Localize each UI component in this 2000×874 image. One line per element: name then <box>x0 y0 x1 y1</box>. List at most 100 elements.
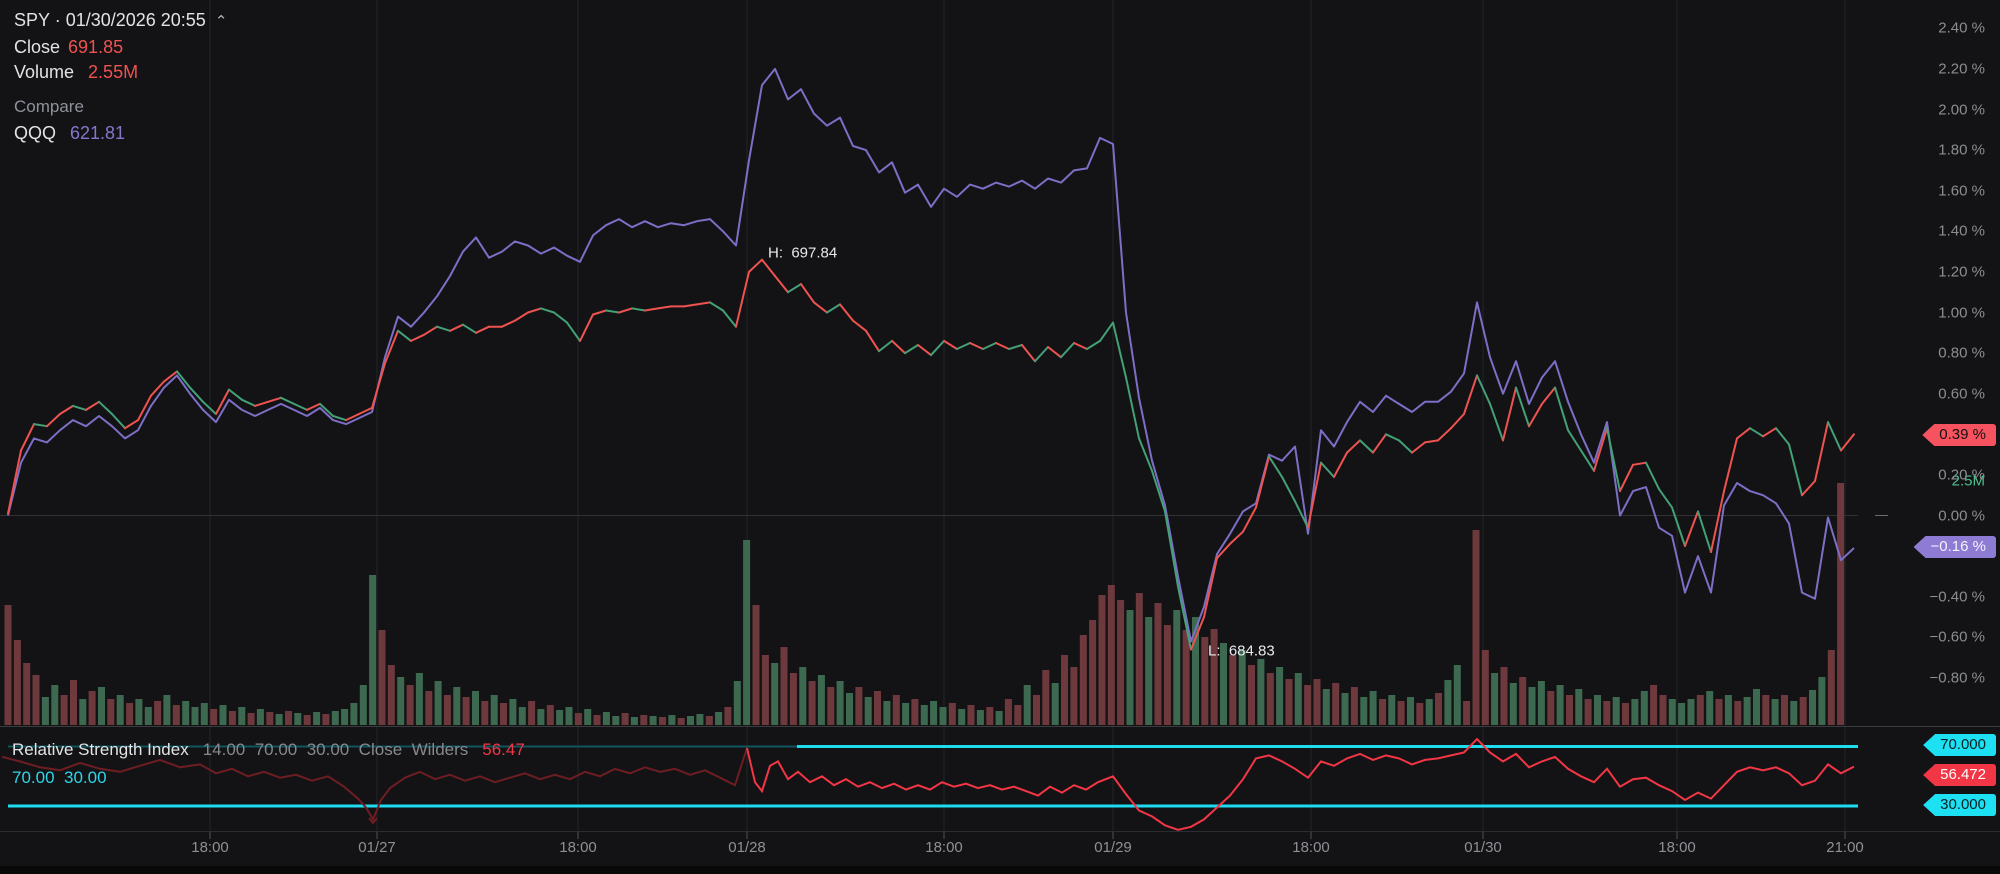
spy-series-segment[interactable] <box>1125 376 1140 440</box>
spy-series-segment[interactable] <box>1385 433 1400 442</box>
spy-series-segment[interactable] <box>332 415 347 422</box>
spy-series-segment[interactable] <box>865 329 880 353</box>
spy-series-segment[interactable] <box>1489 402 1504 442</box>
spy-series-segment[interactable] <box>1151 469 1166 513</box>
spy-series-segment[interactable] <box>124 419 139 430</box>
spy-series-segment[interactable] <box>826 303 841 314</box>
spy-series-segment[interactable] <box>1242 506 1257 533</box>
spy-series-segment[interactable] <box>852 319 867 332</box>
spy-series-segment[interactable] <box>1437 427 1452 442</box>
spy-series-segment[interactable] <box>475 325 490 334</box>
spy-series-segment[interactable] <box>722 309 737 328</box>
spy-series-segment[interactable] <box>1190 616 1205 651</box>
spy-series-segment[interactable] <box>579 313 594 342</box>
spy-series-segment[interactable] <box>917 344 932 357</box>
spy-series-segment[interactable] <box>1788 443 1803 497</box>
spy-series-segment[interactable] <box>540 307 555 314</box>
spy-series-segment[interactable] <box>1697 510 1712 553</box>
spy-series-segment[interactable] <box>1606 427 1621 493</box>
spy-series-segment[interactable] <box>930 339 945 357</box>
spy-series-segment[interactable] <box>1372 433 1387 454</box>
spy-series-segment[interactable] <box>1723 437 1738 493</box>
spy-series-segment[interactable] <box>1216 542 1231 560</box>
spy-series-segment[interactable] <box>527 307 542 314</box>
spy-series-segment[interactable] <box>1840 433 1855 452</box>
spy-series-segment[interactable] <box>384 329 399 365</box>
spy-series-segment[interactable] <box>1164 510 1179 588</box>
spy-series-segment[interactable] <box>1632 461 1647 466</box>
spy-series-segment[interactable] <box>1528 402 1543 428</box>
spy-series-segment[interactable] <box>1658 488 1673 509</box>
spy-series-segment[interactable] <box>1554 386 1569 432</box>
spy-series-segment[interactable] <box>449 323 464 332</box>
spy-series-segment[interactable] <box>592 309 607 316</box>
spy-series-segment[interactable] <box>891 339 906 355</box>
spy-series-segment[interactable] <box>618 307 633 314</box>
spy-series-segment[interactable] <box>111 413 126 430</box>
spy-series-segment[interactable] <box>1684 510 1699 547</box>
spy-series-segment[interactable] <box>1567 429 1582 452</box>
spy-series-segment[interactable] <box>1762 427 1777 438</box>
spy-series-segment[interactable] <box>72 404 87 411</box>
spy-series-segment[interactable] <box>1775 427 1790 446</box>
chevron-up-icon[interactable]: ⌃ <box>214 13 228 30</box>
spy-series-segment[interactable] <box>995 342 1010 350</box>
spy-series-segment[interactable] <box>644 307 659 312</box>
spy-series-segment[interactable] <box>436 325 451 332</box>
spy-series-segment[interactable] <box>1710 490 1725 553</box>
spy-series-segment[interactable] <box>20 423 35 452</box>
spy-series-segment[interactable] <box>1827 421 1842 452</box>
spy-series-segment[interactable] <box>774 275 789 294</box>
spy-series-segment[interactable] <box>982 342 997 350</box>
spy-series-segment[interactable] <box>514 311 529 322</box>
spy-series-segment[interactable] <box>163 370 178 383</box>
spy-series-segment[interactable] <box>1411 441 1426 454</box>
spy-series-segment[interactable] <box>839 303 854 322</box>
spy-series-segment[interactable] <box>85 400 100 411</box>
spy-series-segment[interactable] <box>1060 342 1075 359</box>
spy-series-segment[interactable] <box>98 400 113 415</box>
qqq-series-line[interactable] <box>7 67 1855 643</box>
spy-series-segment[interactable] <box>1814 421 1829 482</box>
spy-series-segment[interactable] <box>696 301 711 306</box>
spy-series-segment[interactable] <box>306 402 321 411</box>
spy-series-segment[interactable] <box>1476 374 1491 405</box>
spy-series-segment[interactable] <box>943 339 958 350</box>
spy-series-segment[interactable] <box>1112 321 1127 379</box>
spy-series-segment[interactable] <box>735 270 750 328</box>
spy-series-segment[interactable] <box>1281 475 1296 503</box>
spy-series-segment[interactable] <box>800 283 815 304</box>
spy-series-segment[interactable] <box>280 396 295 405</box>
spy-series-segment[interactable] <box>1398 439 1413 454</box>
spy-series-segment[interactable] <box>748 258 763 273</box>
spy-series-segment[interactable] <box>1021 344 1036 363</box>
spy-series-segment[interactable] <box>761 258 776 277</box>
spy-series-segment[interactable] <box>202 400 217 415</box>
spy-series-segment[interactable] <box>1749 427 1764 438</box>
spy-series-segment[interactable] <box>1502 386 1517 442</box>
symbol-header[interactable]: SPY · 01/30/2026 20:55 ⌃ <box>14 10 227 31</box>
spy-series-segment[interactable] <box>1593 427 1608 472</box>
spy-series-segment[interactable] <box>1619 463 1634 493</box>
spy-series-segment[interactable] <box>410 333 425 342</box>
spy-series-segment[interactable] <box>1736 427 1751 440</box>
spy-series-segment[interactable] <box>33 423 48 428</box>
spy-series-segment[interactable] <box>1359 439 1374 454</box>
spy-series-segment[interactable] <box>683 303 698 308</box>
rsi-legend-row[interactable]: Relative Strength Index 14.00 70.00 30.00… <box>12 740 525 760</box>
spy-series-segment[interactable] <box>293 402 308 411</box>
spy-series-segment[interactable] <box>267 396 282 403</box>
spy-series-segment[interactable] <box>969 342 984 350</box>
spy-series-segment[interactable] <box>59 404 74 415</box>
spy-series-segment[interactable] <box>566 321 581 342</box>
spy-series-segment[interactable] <box>1138 437 1153 472</box>
spy-series-segment[interactable] <box>1801 480 1816 497</box>
spy-series-segment[interactable] <box>1099 321 1114 342</box>
spy-series-segment[interactable] <box>553 311 568 324</box>
spy-series-segment[interactable] <box>1463 374 1478 415</box>
spy-series-segment[interactable] <box>1073 342 1088 350</box>
spy-series-segment[interactable] <box>605 309 620 314</box>
spy-series-segment[interactable] <box>657 305 672 310</box>
spy-series-segment[interactable] <box>956 342 971 350</box>
